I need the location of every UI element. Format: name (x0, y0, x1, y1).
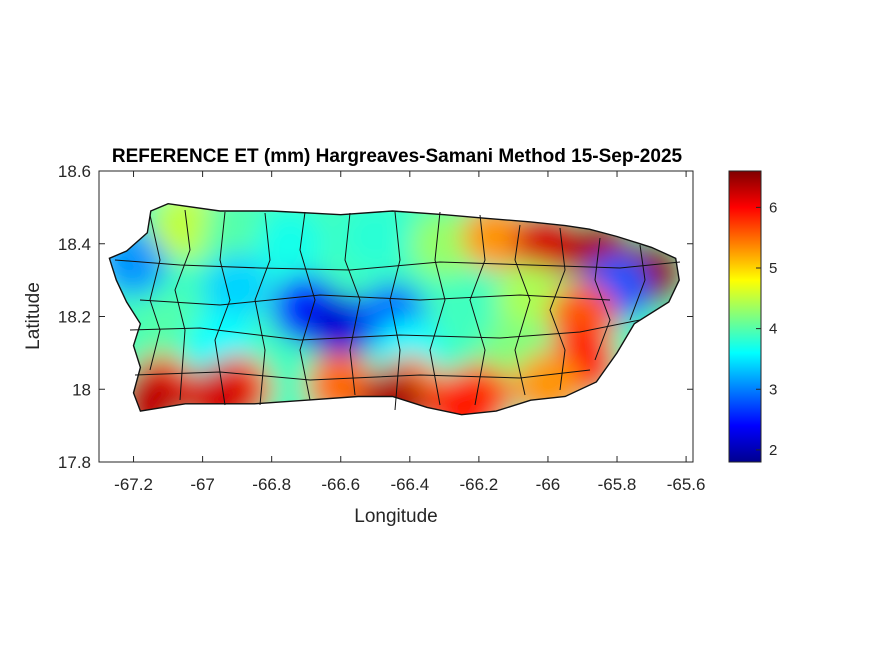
y-tick-label: 18.2 (58, 308, 91, 327)
x-tick-label: -66.6 (321, 475, 360, 494)
y-tick-label: 17.8 (58, 453, 91, 472)
heat-cell (185, 366, 254, 415)
heat-cell (427, 373, 496, 415)
y-tick-label: 18.4 (58, 235, 91, 254)
heat-cell (410, 209, 479, 278)
heat-cell (341, 203, 410, 271)
heat-cell (203, 203, 272, 271)
municipality-boundaries (114, 209, 681, 411)
heat-cell (134, 300, 203, 369)
colorbar (728, 170, 762, 463)
x-tick-label: -67.2 (114, 475, 153, 494)
x-tick-label: -67 (190, 475, 215, 494)
heat-cell (254, 209, 323, 278)
heat-cell (203, 253, 272, 322)
x-tick-label: -66.2 (460, 475, 499, 494)
y-tick-label: 18.6 (58, 162, 91, 181)
colorbar-tick-label: 6 (769, 199, 777, 216)
x-tick-label: -66.4 (390, 475, 429, 494)
colorbar-tick-label: 4 (769, 321, 777, 338)
coastline (108, 202, 680, 416)
chart-title: REFERENCE ET (mm) Hargreaves-Samani Meth… (112, 146, 683, 167)
x-tick-label: -66.8 (252, 475, 291, 494)
x-axis: -67.2 -67 -66.8 -66.6 -66.4 -66.2 -66 -65.8 -65.… (114, 171, 705, 494)
colorbar-tick-label: 2 (769, 442, 777, 459)
heat-cell (514, 209, 582, 278)
colorbar-ticks: 2 3 4 5 6 (756, 199, 777, 459)
x-tick-label: -65.6 (667, 475, 706, 494)
heat-cell (427, 275, 496, 344)
heat-cell (496, 264, 565, 333)
colorbar-tick-label: 3 (769, 381, 777, 398)
x-tick-label: -66 (536, 475, 561, 494)
colorbar-tick-label: 5 (769, 260, 777, 277)
x-axis-label: Longitude (354, 506, 437, 527)
y-axis: 18.6 18.4 18.2 18 17.8 (58, 162, 693, 472)
y-axis-label: Latitude (23, 282, 44, 350)
island-map (108, 202, 681, 416)
y-tick-label: 18 (72, 380, 91, 399)
x-tick-label: -65.8 (598, 475, 637, 494)
